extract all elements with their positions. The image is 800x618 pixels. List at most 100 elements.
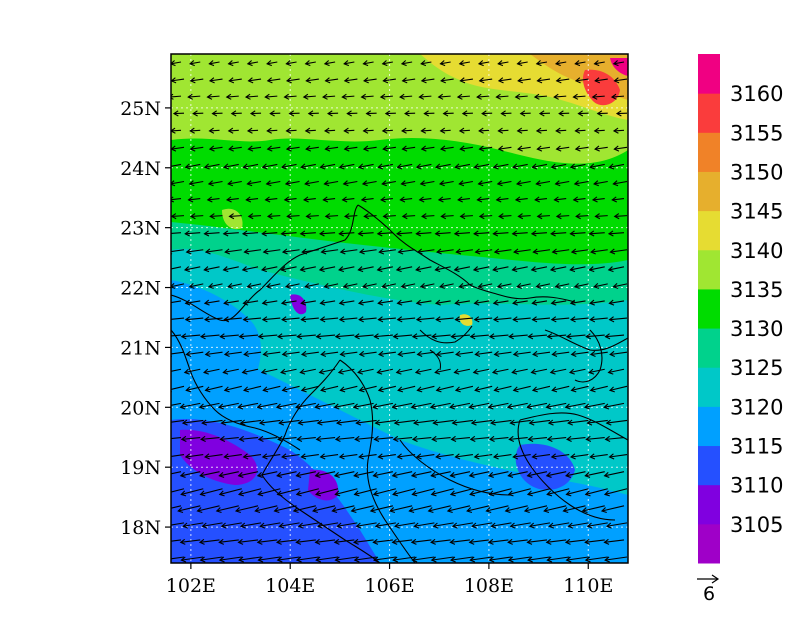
wind-vector — [247, 129, 259, 132]
wind-vector — [278, 334, 297, 338]
field-3105-patch-3 — [290, 294, 307, 315]
wind-vector — [373, 556, 396, 561]
wind-vector-head — [512, 299, 518, 306]
wind-vector — [392, 402, 413, 408]
wind-vector-head — [396, 316, 403, 323]
wind-vector-head — [203, 230, 210, 237]
wind-vector-head — [506, 403, 513, 410]
wind-vector-head — [283, 93, 290, 100]
wind-vector — [439, 283, 454, 288]
wind-vector-head — [218, 538, 225, 545]
wind-vector — [479, 146, 493, 150]
plot-frame — [170, 53, 629, 564]
wind-vector-head — [382, 77, 389, 84]
wind-vector — [228, 129, 239, 132]
wind-vector — [324, 283, 339, 288]
wind-vector — [282, 454, 300, 458]
wind-vector — [199, 471, 220, 477]
wind-vector-head — [225, 93, 232, 100]
wind-vector — [493, 163, 509, 168]
wind-vector — [362, 180, 377, 185]
wind-vector-head — [607, 368, 614, 375]
wind-vector — [612, 198, 625, 201]
wind-vector — [351, 505, 374, 512]
wind-vector-head — [423, 110, 430, 117]
wind-vector — [566, 488, 589, 495]
wind-vector — [551, 454, 570, 458]
wind-vector-head — [546, 490, 553, 497]
colorbar-label: 3115 — [730, 435, 783, 459]
wind-vector-head — [208, 77, 215, 84]
wind-vector-head — [610, 93, 617, 100]
wind-vector-head — [437, 196, 444, 203]
wind-vector-head — [179, 403, 186, 410]
wind-vector-head — [262, 386, 269, 393]
wind-vector-head — [492, 266, 499, 273]
wind-vector — [450, 471, 471, 477]
wind-vector — [306, 78, 319, 82]
wind-vector-head — [242, 316, 249, 323]
wind-vector-head — [244, 93, 251, 100]
wind-vector-head — [246, 180, 253, 187]
wind-vector — [590, 317, 608, 321]
wind-vector-head — [334, 490, 341, 497]
wind-vector-head — [273, 507, 280, 514]
wind-vector — [536, 180, 551, 185]
wind-vector — [378, 351, 396, 356]
colorbar-swatch — [698, 484, 720, 525]
wind-vector-head — [514, 93, 521, 100]
wind-vector — [171, 505, 182, 509]
wind-vector-head — [586, 419, 593, 426]
wind-vector — [171, 129, 182, 132]
wind-vector — [513, 351, 531, 356]
wind-vector-head — [574, 145, 581, 152]
wind-vector — [472, 522, 493, 527]
wind-vector-head — [295, 538, 302, 545]
wind-vector-head — [468, 538, 475, 545]
wind-vector-head — [553, 93, 559, 100]
wind-vector-head — [323, 180, 330, 187]
wind-vector-head — [297, 419, 304, 426]
wind-vector-head — [603, 403, 610, 410]
wind-vector — [441, 78, 454, 82]
x-axis: 102E 104E 106E 108E 110E — [166, 563, 613, 597]
wind-vector — [317, 522, 339, 527]
colorbar-label: 3130 — [730, 317, 783, 341]
wind-vector-head — [546, 435, 553, 442]
wind-vector-head — [203, 368, 209, 375]
wind-vector-head — [532, 248, 539, 255]
wind-vector — [171, 61, 182, 65]
wind-vector — [375, 522, 396, 527]
wind-vector-head — [498, 213, 504, 220]
wind-vector — [358, 300, 374, 304]
wind-vector-head — [585, 333, 591, 340]
wind-vector-head — [228, 77, 235, 84]
wind-vector-head — [512, 316, 519, 323]
wind-vector-head — [237, 403, 244, 410]
wind-vector — [436, 249, 454, 253]
wind-vector — [363, 61, 374, 65]
wind-vector — [610, 249, 628, 253]
wind-vector-head — [615, 110, 622, 117]
wind-vector-head — [410, 471, 417, 478]
wind-vector-head — [511, 266, 518, 273]
wind-vector — [204, 266, 220, 271]
wind-vector — [409, 505, 432, 512]
wind-vector-head — [208, 145, 215, 152]
wind-vector — [595, 146, 608, 150]
wind-vector — [171, 283, 185, 288]
x-tick-label: 110E — [563, 575, 613, 597]
wind-vector-head — [551, 386, 558, 393]
wind-vector — [590, 385, 608, 391]
wind-vector-head — [201, 522, 208, 529]
wind-vector-head — [527, 435, 534, 442]
wind-vector-head — [446, 507, 453, 514]
wind-vector — [459, 129, 470, 132]
wind-vector — [565, 539, 586, 543]
wind-vector-head — [415, 299, 422, 306]
wind-vector-head — [206, 93, 213, 100]
wind-vector-head — [217, 403, 224, 410]
wind-vector-head — [339, 386, 346, 393]
wind-vector — [536, 61, 548, 65]
wind-vector-head — [373, 333, 380, 340]
